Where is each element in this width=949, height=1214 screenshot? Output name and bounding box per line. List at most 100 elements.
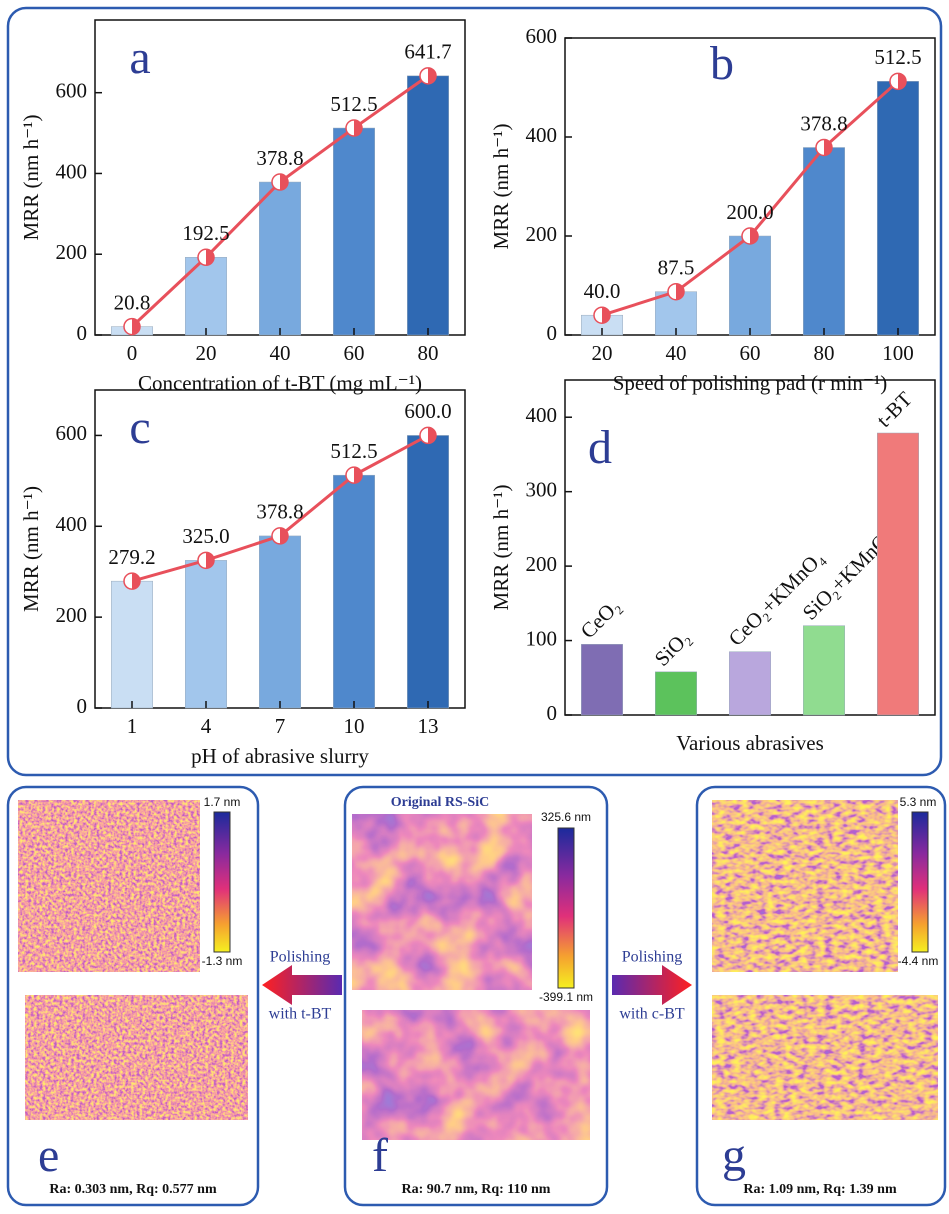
value-label: 279.2 — [108, 545, 155, 569]
value-label: 40.0 — [584, 279, 621, 303]
value-label: 378.8 — [256, 146, 303, 170]
value-label: 87.5 — [658, 256, 695, 280]
scale-max: 5.3 nm — [900, 795, 937, 809]
bar — [877, 433, 918, 715]
color-bar — [558, 828, 574, 988]
afm-2d-image — [18, 800, 200, 972]
y-tick-label: 200 — [56, 240, 88, 264]
panel-label: e — [38, 1129, 59, 1182]
y-tick-label: 600 — [56, 79, 88, 103]
panel-label: c — [129, 401, 150, 454]
value-label: 378.8 — [256, 500, 303, 524]
x-tick-label: 7 — [275, 714, 286, 738]
value-label: 600.0 — [404, 399, 451, 423]
roughness: Ra: 90.7 nm, Rq: 110 nm — [402, 1182, 551, 1197]
x-axis-label: Various abrasives — [676, 731, 824, 755]
afm-3d-surface — [362, 1010, 590, 1140]
color-bar — [214, 812, 230, 952]
panel-title: Original RS-SiC — [391, 795, 489, 810]
x-tick-label: 40 — [666, 341, 687, 365]
x-tick-label: 20 — [196, 341, 217, 365]
bar — [803, 147, 844, 335]
afm-2d-image — [712, 800, 898, 972]
y-axis-label: MRR (nm h⁻¹) — [19, 486, 43, 612]
arrow-text: Polishing — [270, 949, 330, 966]
bar — [185, 560, 226, 708]
y-tick-label: 400 — [56, 512, 88, 536]
bar — [877, 81, 918, 335]
scale-max: 325.6 nm — [541, 810, 591, 824]
x-tick-label: 80 — [814, 341, 835, 365]
y-tick-label: 100 — [526, 626, 558, 650]
x-tick-label: 60 — [344, 341, 365, 365]
value-label: 325.0 — [182, 524, 229, 548]
bar — [333, 475, 374, 708]
x-tick-label: 0 — [127, 341, 138, 365]
x-tick-label: 100 — [882, 341, 914, 365]
scale-max: 1.7 nm — [204, 795, 241, 809]
x-tick-label: 40 — [270, 341, 291, 365]
y-axis-label: MRR (nm h⁻¹) — [489, 124, 513, 250]
x-axis-label: Speed of polishing pad (r min⁻¹) — [613, 371, 888, 395]
y-tick-label: 0 — [77, 321, 88, 345]
y-tick-label: 400 — [526, 123, 558, 147]
y-tick-label: 600 — [56, 421, 88, 445]
panel-label: f — [372, 1129, 388, 1182]
panel-label: b — [710, 37, 734, 90]
category-label: CeO₂ — [576, 594, 625, 643]
y-tick-label: 0 — [547, 321, 558, 345]
y-tick-label: 0 — [77, 694, 88, 718]
y-tick-label: 200 — [526, 552, 558, 576]
roughness: Ra: 1.09 nm, Rq: 1.39 nm — [743, 1182, 897, 1197]
y-tick-label: 400 — [56, 159, 88, 183]
scale-min: -1.3 nm — [202, 954, 243, 968]
x-tick-label: 4 — [201, 714, 212, 738]
bar — [729, 652, 770, 715]
bar — [581, 644, 622, 715]
bar — [333, 128, 374, 335]
panel-label: d — [588, 421, 612, 474]
bar — [407, 76, 448, 335]
y-axis-label: MRR (nm h⁻¹) — [19, 115, 43, 241]
value-label: 20.8 — [114, 290, 151, 314]
value-label: 512.5 — [330, 439, 377, 463]
y-tick-label: 200 — [56, 603, 88, 627]
x-axis-label: pH of abrasive slurry — [191, 744, 369, 768]
bar — [655, 672, 696, 715]
color-bar — [912, 812, 928, 952]
scale-min: -4.4 nm — [898, 954, 939, 968]
x-tick-label: 80 — [418, 341, 439, 365]
bar — [111, 581, 152, 708]
scale-min: -399.1 nm — [539, 990, 593, 1004]
value-label: 512.5 — [874, 45, 921, 69]
value-label: 200.0 — [726, 200, 773, 224]
arrow — [612, 965, 692, 1005]
y-axis-label: MRR (nm h⁻¹) — [489, 485, 513, 611]
y-tick-label: 400 — [526, 403, 558, 427]
panel-label: a — [129, 31, 150, 84]
x-tick-label: 60 — [740, 341, 761, 365]
arrow-text: with t-BT — [269, 1006, 332, 1023]
bar — [803, 626, 844, 715]
y-tick-label: 300 — [526, 477, 558, 501]
bar — [407, 435, 448, 708]
value-label: 378.8 — [800, 111, 847, 135]
figure: 0200400600MRR (nm h⁻¹)Concentration of t… — [0, 0, 949, 1214]
bar — [259, 182, 300, 335]
category-label: SiO₂ — [650, 625, 695, 670]
x-tick-label: 20 — [592, 341, 613, 365]
x-axis-label: Concentration of t-BT (mg mL⁻¹) — [138, 371, 422, 395]
arrow — [262, 965, 342, 1005]
y-tick-label: 200 — [526, 222, 558, 246]
panel-label: g — [722, 1129, 746, 1182]
arrow-text: with c-BT — [619, 1006, 685, 1023]
value-label: 641.7 — [404, 40, 451, 64]
x-tick-label: 1 — [127, 714, 138, 738]
bar — [729, 236, 770, 335]
afm-3d-surface — [25, 995, 248, 1120]
arrow-text: Polishing — [622, 949, 682, 966]
bar — [259, 536, 300, 708]
roughness: Ra: 0.303 nm, Rq: 0.577 nm — [49, 1182, 217, 1197]
afm-2d-image — [352, 814, 532, 990]
